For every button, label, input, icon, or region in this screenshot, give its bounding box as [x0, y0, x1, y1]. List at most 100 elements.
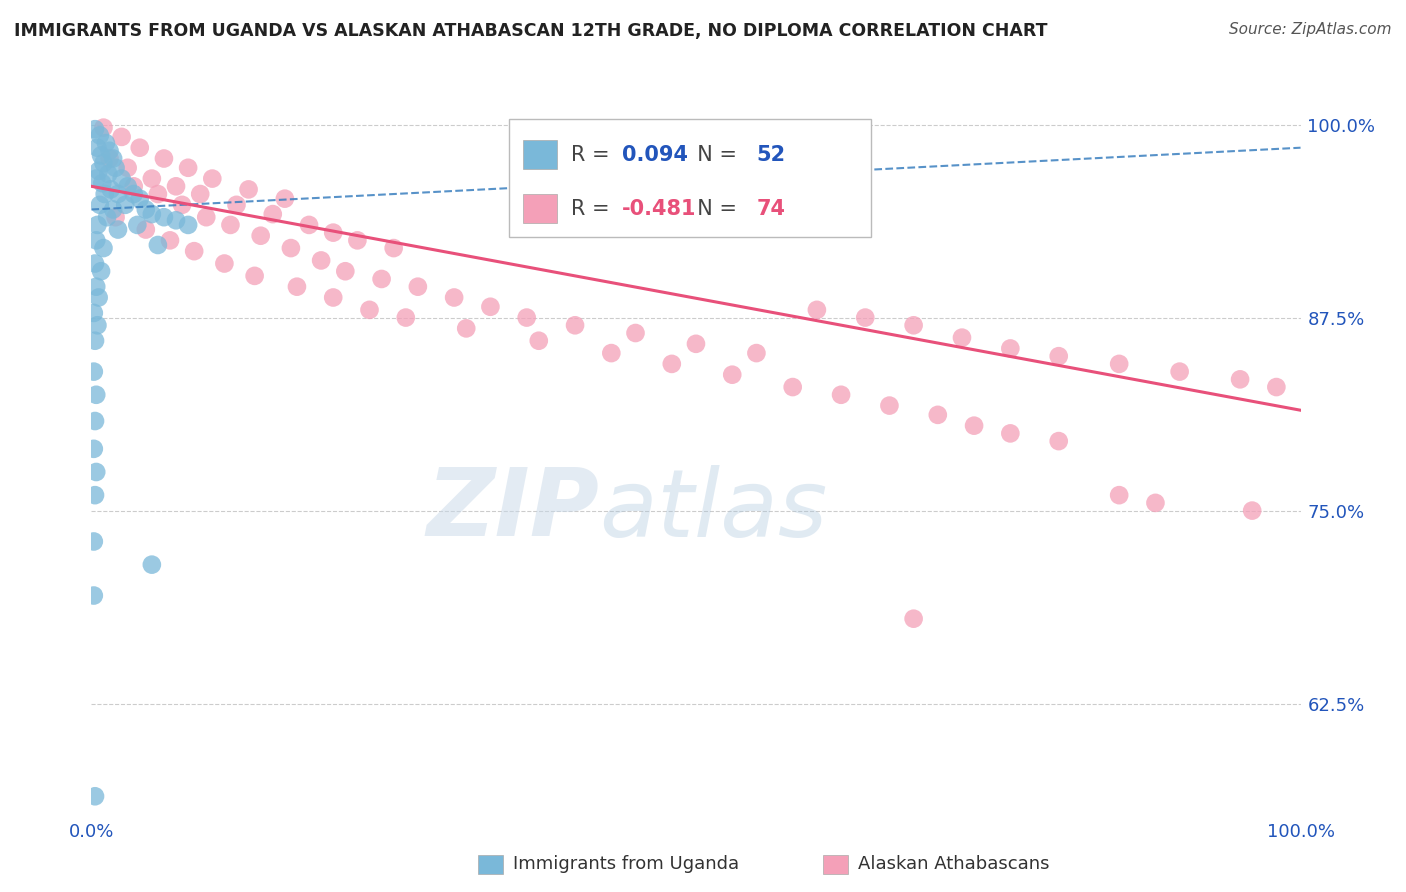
Point	[661, 357, 683, 371]
Point	[90, 148, 112, 162]
Text: R =: R =	[571, 199, 617, 219]
Point	[950, 331, 973, 345]
Point	[83, 442, 105, 456]
Point	[90, 264, 112, 278]
Point	[141, 558, 163, 572]
Point	[243, 268, 266, 283]
Point	[89, 128, 111, 143]
Point	[903, 318, 925, 333]
Point	[745, 346, 768, 360]
Point	[214, 256, 236, 270]
Text: 0.094: 0.094	[623, 145, 688, 165]
Point	[93, 156, 115, 170]
Text: N =: N =	[683, 199, 744, 219]
Point	[98, 144, 121, 158]
Point	[309, 253, 332, 268]
Point	[443, 291, 465, 305]
FancyBboxPatch shape	[523, 194, 557, 223]
Point	[97, 167, 120, 181]
Point	[274, 192, 297, 206]
Point	[93, 187, 115, 202]
Point	[527, 334, 550, 348]
Point	[183, 244, 205, 259]
Point	[219, 218, 242, 232]
Text: 74: 74	[756, 199, 786, 219]
Point	[107, 187, 129, 202]
Point	[564, 318, 586, 333]
Point	[456, 321, 478, 335]
Point	[89, 198, 111, 212]
Point	[177, 218, 200, 232]
Point	[84, 279, 107, 293]
Point	[98, 152, 121, 166]
Point	[104, 210, 127, 224]
Point	[83, 534, 105, 549]
Point	[83, 589, 105, 603]
Point	[128, 141, 150, 155]
Point	[382, 241, 405, 255]
Point	[84, 233, 107, 247]
Point	[84, 334, 107, 348]
Point	[1144, 496, 1167, 510]
Point	[122, 187, 145, 202]
Point	[84, 488, 107, 502]
Point	[86, 218, 108, 232]
Point	[100, 182, 122, 196]
Point	[395, 310, 418, 325]
Point	[84, 465, 107, 479]
Point	[879, 399, 901, 413]
Point	[153, 210, 176, 224]
Point	[238, 182, 260, 196]
Point	[93, 120, 115, 135]
Point	[516, 310, 538, 325]
Point	[177, 161, 200, 175]
Point	[111, 171, 132, 186]
Point	[83, 306, 105, 320]
Point	[84, 122, 107, 136]
Point	[127, 218, 149, 232]
Point	[172, 198, 194, 212]
Point	[135, 222, 157, 236]
Point	[114, 198, 136, 212]
Text: ZIP: ZIP	[426, 464, 599, 556]
Text: N =: N =	[683, 145, 744, 165]
Point	[600, 346, 623, 360]
FancyBboxPatch shape	[509, 119, 872, 237]
Point	[1047, 349, 1070, 363]
Text: IMMIGRANTS FROM UGANDA VS ALASKAN ATHABASCAN 12TH GRADE, NO DIPLOMA CORRELATION : IMMIGRANTS FROM UGANDA VS ALASKAN ATHABA…	[14, 22, 1047, 40]
Point	[159, 233, 181, 247]
Point	[128, 192, 150, 206]
Point	[262, 207, 284, 221]
Point	[122, 179, 145, 194]
Text: atlas: atlas	[599, 465, 828, 556]
Text: 52: 52	[756, 145, 786, 165]
Point	[1168, 365, 1191, 379]
Point	[86, 141, 108, 155]
Point	[94, 136, 117, 150]
Text: R =: R =	[571, 145, 617, 165]
Point	[1241, 503, 1264, 517]
Point	[87, 164, 110, 178]
Point	[346, 233, 368, 247]
Point	[86, 318, 108, 333]
Text: Alaskan Athabascans: Alaskan Athabascans	[858, 855, 1049, 873]
Point	[1108, 357, 1130, 371]
Point	[153, 152, 176, 166]
Point	[721, 368, 744, 382]
Point	[84, 171, 107, 186]
Point	[117, 179, 139, 194]
Point	[188, 187, 211, 202]
Point	[141, 207, 163, 221]
Point	[1000, 426, 1022, 441]
Point	[806, 302, 828, 317]
Point	[1108, 488, 1130, 502]
Point	[479, 300, 502, 314]
Point	[624, 326, 647, 340]
Point	[91, 176, 114, 190]
Point	[101, 202, 124, 217]
Point	[117, 161, 139, 175]
Point	[165, 179, 187, 194]
Point	[1229, 372, 1251, 386]
Point	[146, 187, 169, 202]
Point	[370, 272, 392, 286]
